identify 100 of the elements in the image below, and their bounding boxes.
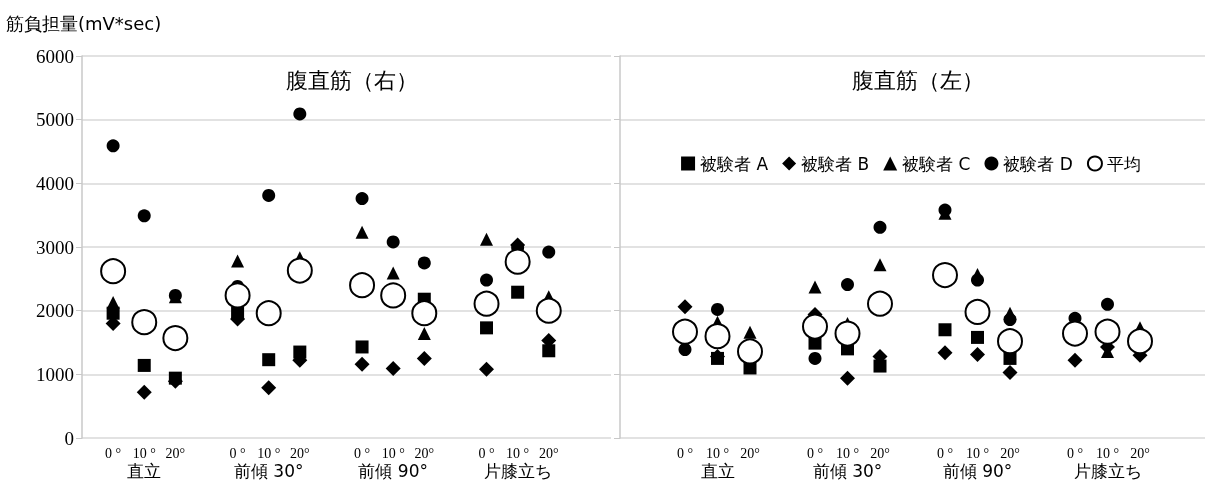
point	[417, 256, 431, 270]
point	[380, 282, 407, 309]
point	[873, 359, 887, 373]
point	[255, 300, 282, 327]
point	[1003, 313, 1017, 327]
point	[504, 248, 531, 275]
point	[737, 338, 763, 365]
point	[808, 280, 822, 294]
point	[678, 343, 692, 356]
text: 前傾 90°	[358, 460, 428, 481]
x-tick-label: 10 °	[835, 445, 860, 461]
x-tick-label: 20°	[290, 445, 310, 461]
point	[136, 384, 152, 400]
point	[137, 209, 151, 223]
text: 直立	[127, 460, 162, 481]
point	[834, 320, 861, 347]
x-tick-label: 0 °	[936, 445, 954, 461]
point	[417, 327, 431, 341]
point	[873, 220, 887, 234]
point	[841, 278, 854, 292]
x-tick-label: 20°	[1130, 445, 1150, 461]
text: 直立	[700, 460, 735, 481]
point	[224, 282, 251, 309]
point	[1101, 297, 1114, 311]
legend-label: 被験者 C	[902, 153, 971, 174]
x-tick-label: 10 °	[965, 445, 990, 461]
y-axis-title: 筋負担量(mV*sec)	[6, 12, 162, 34]
legend-label: 被験者 A	[700, 153, 769, 174]
point	[970, 347, 985, 363]
point	[937, 345, 953, 361]
x-tick-label: 0 °	[229, 445, 246, 461]
point	[873, 258, 887, 272]
point	[535, 297, 562, 324]
point	[480, 321, 494, 335]
point	[743, 325, 757, 339]
point	[293, 107, 307, 121]
point	[971, 273, 984, 287]
point	[704, 323, 731, 350]
point	[416, 350, 432, 366]
x-tick-label: 0 °	[354, 445, 371, 461]
text: 片膝立ち	[1073, 460, 1142, 481]
x-tick-label: 0 °	[1066, 445, 1084, 461]
point	[480, 273, 494, 287]
text: 腹直筋（左）	[851, 67, 984, 93]
point	[964, 298, 991, 325]
x-tick-label: 10 °	[1095, 445, 1120, 461]
point	[1062, 320, 1088, 347]
point	[1127, 328, 1153, 355]
point	[355, 225, 369, 239]
x-tick-label: 10 °	[506, 445, 530, 461]
point	[262, 353, 276, 367]
point	[106, 295, 120, 309]
x-tick-label: 20°	[165, 445, 186, 461]
point	[511, 285, 525, 299]
point	[386, 266, 400, 280]
x-tick-label: 0 °	[478, 445, 495, 461]
point	[349, 272, 376, 299]
point	[997, 328, 1023, 355]
text: 片膝立ち	[483, 460, 552, 481]
text: 前傾 30°	[233, 460, 304, 481]
point	[262, 188, 276, 202]
x-tick-label: 10 °	[705, 445, 730, 461]
x-tick-label: 10 °	[132, 445, 156, 461]
point	[355, 192, 369, 206]
point	[672, 318, 698, 345]
point	[411, 300, 438, 327]
x-tick-label: 20°	[870, 445, 890, 461]
point	[261, 380, 277, 396]
point	[542, 245, 556, 259]
y-tick-label: 0	[64, 427, 74, 449]
point	[971, 330, 984, 344]
point	[137, 358, 151, 372]
y-tick-label: 2000	[36, 300, 74, 322]
text: 前傾 30°	[812, 460, 883, 481]
x-tick-label: 10 °	[381, 445, 405, 461]
text: 前傾 90°	[942, 460, 1013, 481]
point	[131, 309, 158, 336]
x-tick-label: 20°	[538, 445, 559, 461]
point	[802, 313, 828, 340]
point	[231, 254, 245, 268]
y-tick-label: 1000	[36, 363, 74, 385]
legend-label: 平均	[1106, 153, 1141, 174]
point	[1094, 318, 1121, 345]
y-tick-label: 5000	[36, 109, 74, 131]
x-tick-label: 20°	[414, 445, 435, 461]
point	[354, 356, 370, 372]
point	[162, 325, 189, 352]
point	[1002, 364, 1018, 380]
legend-label: 被験者 D	[1003, 153, 1073, 174]
point	[386, 235, 400, 249]
x-tick-label: 0 °	[806, 445, 824, 461]
y-tick-label: 4000	[36, 172, 74, 194]
x-tick-label: 0 °	[676, 445, 694, 461]
y-tick-label: 3000	[36, 236, 74, 258]
y-tick-label: 6000	[36, 45, 74, 67]
x-tick-label: 20°	[1000, 445, 1020, 461]
point	[355, 340, 369, 354]
point	[100, 258, 127, 285]
point	[473, 290, 500, 317]
point	[479, 361, 495, 377]
